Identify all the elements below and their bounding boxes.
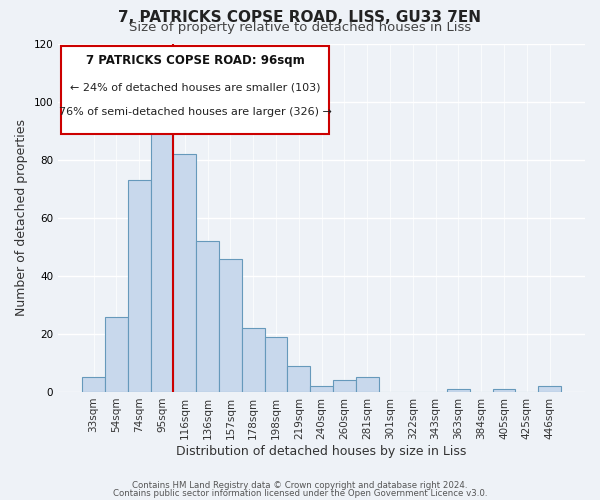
Bar xyxy=(105,316,128,392)
Bar xyxy=(287,366,310,392)
Bar xyxy=(538,386,561,392)
Text: 7, PATRICKS COPSE ROAD, LISS, GU33 7EN: 7, PATRICKS COPSE ROAD, LISS, GU33 7EN xyxy=(119,10,482,25)
Bar xyxy=(333,380,356,392)
Bar xyxy=(265,337,287,392)
Bar xyxy=(310,386,333,392)
Bar xyxy=(128,180,151,392)
Bar xyxy=(196,241,219,392)
Text: ← 24% of detached houses are smaller (103): ← 24% of detached houses are smaller (10… xyxy=(70,82,320,92)
Y-axis label: Number of detached properties: Number of detached properties xyxy=(15,120,28,316)
FancyBboxPatch shape xyxy=(61,46,329,134)
Bar xyxy=(151,131,173,392)
Bar xyxy=(493,389,515,392)
Text: 7 PATRICKS COPSE ROAD: 96sqm: 7 PATRICKS COPSE ROAD: 96sqm xyxy=(86,54,305,68)
Text: Contains public sector information licensed under the Open Government Licence v3: Contains public sector information licen… xyxy=(113,488,487,498)
X-axis label: Distribution of detached houses by size in Liss: Distribution of detached houses by size … xyxy=(176,444,467,458)
Bar xyxy=(82,378,105,392)
Bar xyxy=(173,154,196,392)
Bar xyxy=(447,389,470,392)
Text: Size of property relative to detached houses in Liss: Size of property relative to detached ho… xyxy=(129,21,471,34)
Bar xyxy=(219,258,242,392)
Bar xyxy=(356,378,379,392)
Text: 76% of semi-detached houses are larger (326) →: 76% of semi-detached houses are larger (… xyxy=(59,106,332,117)
Bar xyxy=(242,328,265,392)
Text: Contains HM Land Registry data © Crown copyright and database right 2024.: Contains HM Land Registry data © Crown c… xyxy=(132,481,468,490)
